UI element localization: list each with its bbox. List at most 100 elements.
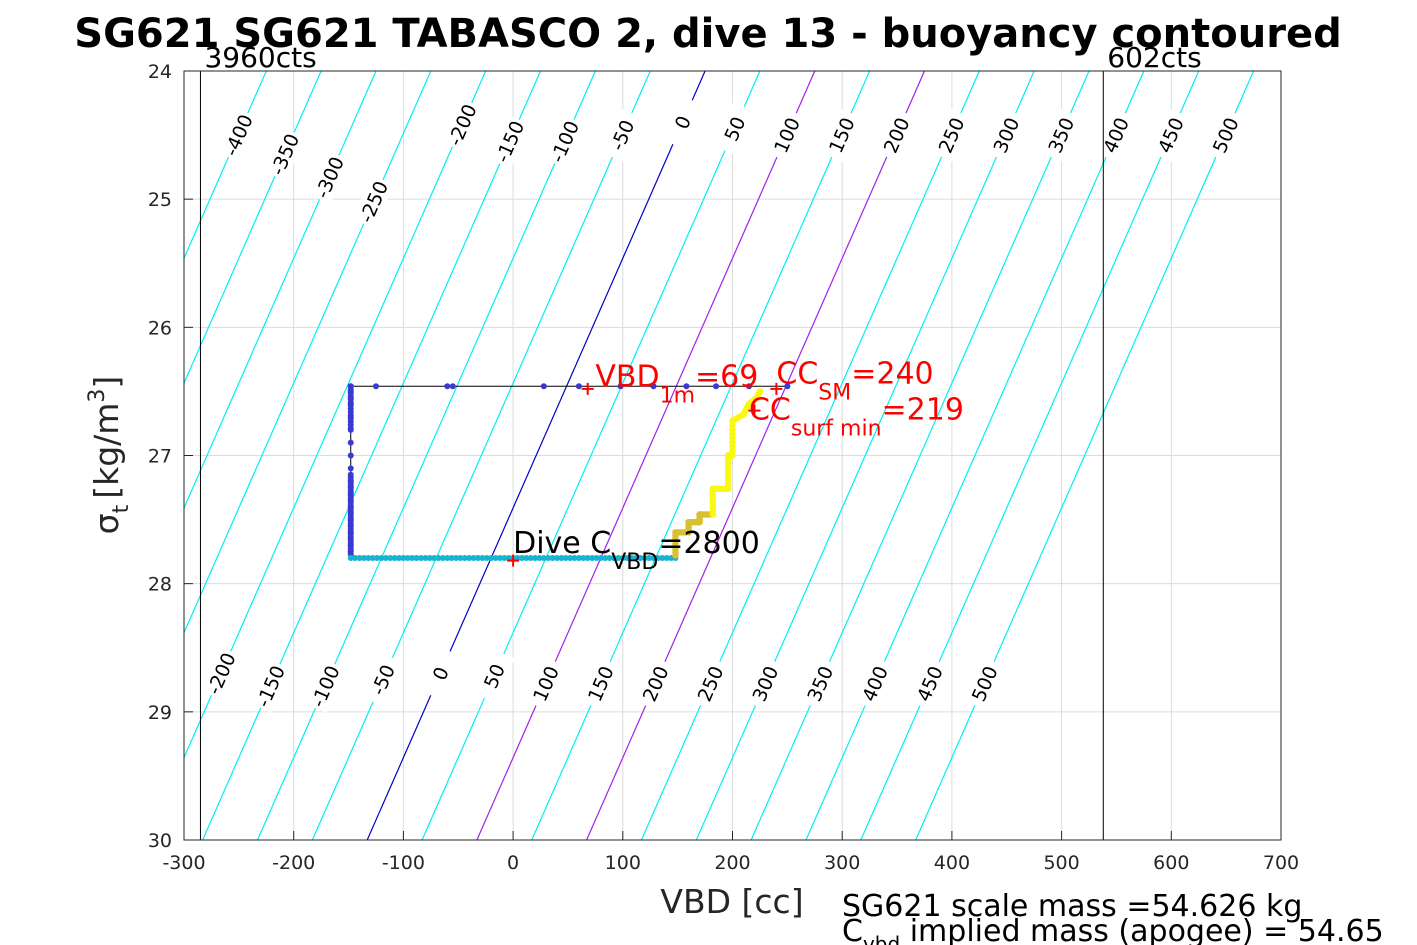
contour-label-bottom-bg [854,656,896,711]
bottom-point [483,555,490,562]
bottom-point [663,555,670,562]
descent-point [575,383,582,390]
contour-label-top-bg [488,114,531,169]
footer-implied-mass-c: C [842,914,863,945]
y-tick-label: 28 [148,574,172,596]
bottom-point [369,555,376,562]
bottom-point [514,555,521,562]
annotation-cc-sm-value: =240 [851,357,933,392]
contour-label-bottom-bg [799,656,841,711]
bottom-point [650,555,657,562]
vbd-limit-lines: 3960cts 602cts [199,41,1202,840]
chart-title: SG621 SG621 TABASCO 2, dive 13 - buoyanc… [74,11,1341,57]
contour-label-bottom-bg [963,656,1006,711]
y-tick-label: 27 [148,446,172,468]
annotation-dive-cvbd-sub: VBD [611,550,658,575]
annotation-dive-cvbd-text: Dive C [513,526,611,561]
y-tick-label: 30 [148,830,172,852]
axis-ticks: -300 -200 -100 0 100 200 300 400 500 600 700242526… [148,61,1299,874]
contour-label-top-bg [308,150,350,205]
x-tick-label: -300 [162,852,205,874]
bottom-point [628,555,635,562]
y-tick-label: 29 [148,702,172,724]
bottom-point [527,555,534,562]
bottom-point [632,555,639,562]
bottom-point [602,555,609,562]
contour-label-top-group: 0 [661,95,704,150]
markers [507,382,783,567]
annotation-vbd-1m-value: =69 [695,359,758,394]
bottom-point [567,555,574,562]
x-tick-label: -200 [272,852,315,874]
descent-point [347,452,354,459]
bottom-point [466,555,473,562]
bottom-point [575,555,582,562]
contour-line [184,71,322,385]
contour-label-bottom-bg [524,656,567,711]
annotation-dive-cvbd: Dive CVBD=2800 [513,526,760,575]
bottom-point [404,555,411,562]
bottom-point [470,555,477,562]
x-tick-label: 200 [714,852,750,874]
bottom-point [589,555,596,562]
x-tick-label: -100 [382,852,425,874]
x-tick-label: 100 [605,852,641,874]
annotation-cc-surf-min-value: =219 [882,393,964,428]
x-tick-label: 400 [934,852,970,874]
y-axis-label-sub: t [109,504,134,513]
bottom-point [624,555,631,562]
bottom-point [518,555,525,562]
contour-label-bottom-bg [908,656,951,711]
y-axis-label-sup: 3 [85,389,110,403]
bottom-point [571,555,578,562]
descent-point [444,383,451,390]
bottom-point [496,555,503,562]
descent-point [449,383,456,390]
contour-label-bottom-bg [419,646,462,701]
bottom-point [659,555,666,562]
vbd-limit-label: 3960cts [204,41,316,74]
contour-label-top-bg [441,98,483,152]
bottom-point [505,555,512,562]
contour-label-bottom-group: 0 [419,646,462,701]
descent-point [617,383,624,390]
contour-label-top-bg [1040,108,1082,162]
descent-point [540,383,547,390]
bottom-point [356,555,363,562]
y-tick-label: 24 [148,61,172,83]
bottom-point [488,555,495,562]
annotation-cc-sm-text: CC [776,357,818,392]
bottom-point [347,555,354,562]
contour-label-top-bg [1204,108,1247,162]
footer-implied-mass-text: implied mass (apogee) = 54.65 [900,914,1384,945]
contour-label-top-bg [985,108,1027,162]
contour-label-bottom-bg [744,656,786,711]
bottom-point [606,555,613,562]
descent-point [347,424,354,431]
contour-label-top-bg [875,108,917,162]
footer-scale-mass: SG621 scale mass =54.626 kg [842,889,1302,924]
contour-label-bottom-bg [304,659,346,713]
bottom-point [611,555,618,562]
bottom-point [646,555,653,562]
contour-label-top-bg [765,108,808,162]
x-tick-label: 300 [824,852,860,874]
bottom-point [562,555,569,562]
dive-path [347,383,791,562]
bottom-point [558,555,565,562]
annotation-cc-surf-min: CCsurf min=219 [749,393,964,442]
bottom-point [536,555,543,562]
bottom-point [365,555,372,562]
contour-label-top-bg [263,127,306,182]
plus-marker [748,404,761,417]
ascent-point [756,388,764,395]
y-tick-label: 26 [148,317,172,339]
y-tick-label: 25 [148,189,172,211]
bottom-point [431,555,438,562]
bottom-point [391,555,398,562]
annotation-vbd-1m-text: VBD [595,359,659,394]
bottom-point [615,555,622,562]
contour-label-top-bg [820,108,863,162]
